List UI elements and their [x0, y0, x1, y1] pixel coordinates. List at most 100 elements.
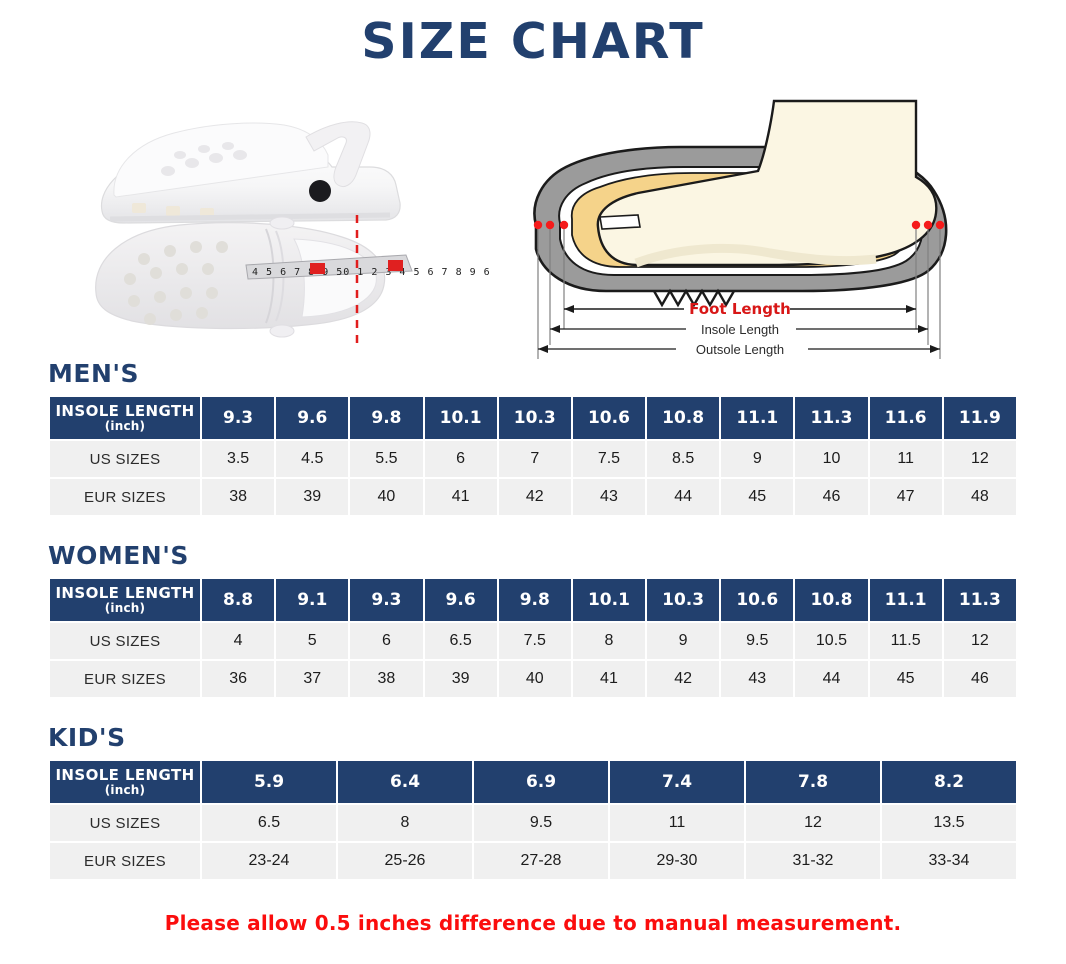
size-cell: 44 [647, 479, 720, 516]
size-cell: 33-34 [882, 843, 1016, 880]
size-cell: 6.5 [202, 805, 336, 842]
insole-cell: 7.4 [610, 761, 744, 804]
size-cell: 9 [647, 623, 720, 660]
size-cell: 13.5 [882, 805, 1016, 842]
size-cell: 40 [350, 479, 423, 516]
size-cell: 42 [498, 479, 571, 516]
hero-illustrations: 4 5 6 7 8 9 50 1 2 3 4 5 6 7 8 9 60 1 [0, 67, 1066, 360]
table-row-us-sizes: US SIZES 6.5 8 9.5 11 12 13.5 [50, 805, 1016, 842]
size-cell: 27-28 [474, 843, 608, 880]
insole-cell: 9.3 [202, 397, 275, 440]
size-cell: 45 [869, 661, 942, 698]
clog-pivot-button [309, 180, 331, 203]
insole-cell: 9.6 [424, 579, 497, 622]
row-label-eur-sizes: EUR SIZES [50, 661, 200, 698]
size-cell: 12 [943, 441, 1016, 478]
size-cell: 40 [498, 661, 571, 698]
size-cell: 31-32 [746, 843, 880, 880]
section-heading-womens: WOMEN'S [48, 541, 189, 571]
measuring-tape: 4 5 6 7 8 9 50 1 2 3 4 5 6 7 8 9 60 1 [245, 254, 511, 280]
table-row-us-sizes: US SIZES 3.5 4.5 5.5 6 7 7.5 8.5 9 10 11… [50, 441, 1016, 478]
insole-length-text: INSOLE LENGTH [55, 402, 195, 421]
table-header-row: INSOLE LENGTH (inch) 8.8 9.1 9.3 9.6 9.8… [50, 579, 1016, 622]
table-header-row: INSOLE LENGTH (inch) 9.3 9.6 9.8 10.1 10… [50, 397, 1016, 440]
insole-length-unit: (inch) [104, 601, 146, 616]
insole-cell: 6.9 [474, 761, 608, 804]
size-cell: 7 [498, 441, 571, 478]
clog-side-view [100, 121, 401, 225]
insole-cell: 10.3 [647, 579, 720, 622]
insole-cell: 9.8 [350, 397, 423, 440]
foot-length-label: Foot Length [689, 300, 791, 318]
insole-length-unit: (inch) [104, 419, 146, 434]
insole-cell: 11.9 [943, 397, 1016, 440]
insole-length-label: Insole Length [701, 322, 779, 337]
size-cell: 6 [350, 623, 423, 660]
row-label-insole-length: INSOLE LENGTH (inch) [50, 579, 200, 622]
size-cell: 3.5 [202, 441, 275, 478]
page-title: SIZE CHART [361, 13, 705, 70]
size-cell: 12 [746, 805, 880, 842]
size-cell: 47 [869, 479, 942, 516]
size-cell: 7.5 [572, 441, 646, 478]
table-row-eur-sizes: EUR SIZES 23-24 25-26 27-28 29-30 31-32 … [50, 843, 1016, 880]
size-cell: 11 [610, 805, 744, 842]
insole-cell: 9.6 [276, 397, 349, 440]
insole-length-dimension: Insole Length [550, 322, 928, 337]
size-cell: 11.5 [869, 623, 942, 660]
size-cell: 48 [943, 479, 1016, 516]
row-label-insole-length: INSOLE LENGTH (inch) [50, 761, 200, 804]
size-cell: 11 [869, 441, 942, 478]
insole-cell: 6.4 [338, 761, 472, 804]
foot-diagram-svg: Foot Length Insole Length Outsole Length [533, 100, 948, 360]
toenail [599, 214, 641, 231]
size-cell: 5 [276, 623, 349, 660]
size-cell: 4 [202, 623, 275, 660]
insole-length-text: INSOLE LENGTH [55, 584, 195, 603]
insole-cell: 10.1 [572, 579, 646, 622]
size-cell: 42 [647, 661, 720, 698]
size-cell: 10 [795, 441, 868, 478]
insole-cell: 8.8 [202, 579, 275, 622]
outsole-length-label: Outsole Length [696, 342, 784, 357]
size-cell: 6 [424, 441, 497, 478]
size-table-womens: INSOLE LENGTH (inch) 8.8 9.1 9.3 9.6 9.8… [48, 577, 1018, 699]
size-cell: 4.5 [276, 441, 349, 478]
size-cell: 8 [572, 623, 646, 660]
size-cell: 29-30 [610, 843, 744, 880]
measure-guides [537, 227, 941, 360]
insole-cell: 11.1 [721, 397, 794, 440]
insole-cell: 10.3 [498, 397, 571, 440]
size-cell: 43 [721, 661, 794, 698]
foot-shape [596, 100, 938, 267]
insole-cell: 9.3 [350, 579, 423, 622]
size-cell: 36 [202, 661, 275, 698]
size-cell: 8.5 [647, 441, 720, 478]
insole-cell: 9.8 [498, 579, 571, 622]
size-table-mens: INSOLE LENGTH (inch) 9.3 9.6 9.8 10.1 10… [48, 395, 1018, 517]
insole-cell: 5.9 [202, 761, 336, 804]
insole-cell: 8.2 [882, 761, 1016, 804]
size-cell: 8 [338, 805, 472, 842]
table-row-eur-sizes: EUR SIZES 36 37 38 39 40 41 42 43 44 45 … [50, 661, 1016, 698]
insole-cell: 10.1 [424, 397, 497, 440]
insole-cell: 10.8 [795, 579, 868, 622]
insole-cell: 10.6 [572, 397, 646, 440]
clog-top-view: 4 5 6 7 8 9 50 1 2 3 4 5 6 7 8 9 60 1 [95, 215, 511, 344]
outsole-length-dimension: Outsole Length [538, 342, 940, 357]
size-table-kids: INSOLE LENGTH (inch) 5.9 6.4 6.9 7.4 7.8… [48, 759, 1018, 881]
size-cell: 25-26 [338, 843, 472, 880]
table-row-eur-sizes: EUR SIZES 38 39 40 41 42 43 44 45 46 47 … [50, 479, 1016, 516]
tape-numbers: 4 5 6 7 8 9 50 1 2 3 4 5 6 7 8 9 60 1 [252, 267, 490, 278]
clog-photo-svg: 4 5 6 7 8 9 50 1 2 3 4 5 6 7 8 9 60 1 [95, 121, 511, 344]
clog-photos: 4 5 6 7 8 9 50 1 2 3 4 5 6 7 8 9 60 1 [70, 63, 511, 363]
section-heading-mens: MEN'S [48, 359, 140, 389]
size-cell: 46 [795, 479, 868, 516]
size-cell: 37 [276, 661, 349, 698]
size-cell: 10.5 [795, 623, 868, 660]
size-cell: 39 [276, 479, 349, 516]
foot-length-dimension: Foot Length [564, 300, 916, 318]
tread-zigzag [652, 289, 736, 308]
size-cell: 9.5 [474, 805, 608, 842]
insole-cell: 10.6 [721, 579, 794, 622]
